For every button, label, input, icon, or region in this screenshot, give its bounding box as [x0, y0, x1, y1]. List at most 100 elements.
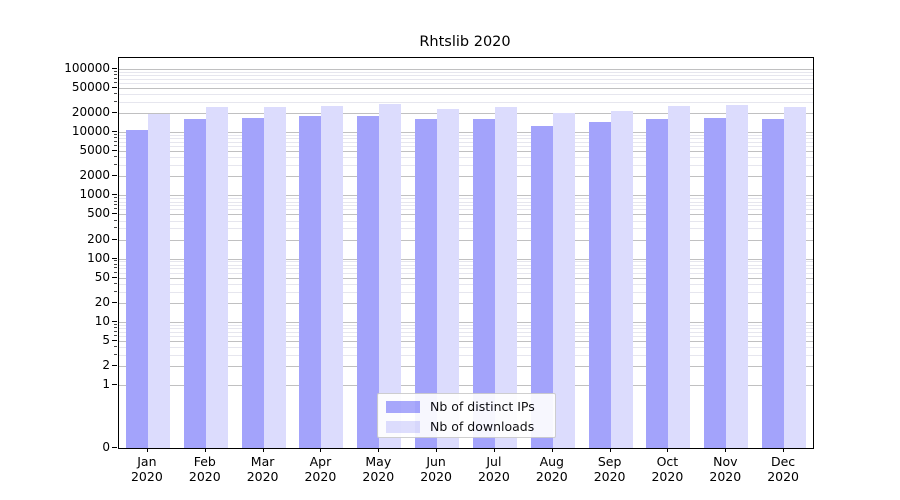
y-tick-mark	[112, 213, 117, 215]
gridline-minor	[119, 272, 813, 274]
x-tick-label-year: 2020	[420, 469, 452, 484]
y-tick-label: 10000	[71, 124, 110, 139]
gridline-minor	[119, 268, 813, 270]
legend-swatch-icon-downloads	[386, 421, 420, 433]
y-tick-mark-minor	[114, 219, 117, 221]
x-tick-label-year: 2020	[477, 469, 510, 484]
y-tick-mark-minor	[114, 334, 117, 336]
x-tick-label-month: Mar	[250, 454, 275, 469]
gridline-minor	[119, 346, 813, 348]
y-tick-label: 1000	[79, 187, 110, 202]
x-tick-label: Feb 2020	[189, 454, 221, 484]
x-tick-label-month: May	[365, 454, 392, 469]
gridline-major	[119, 321, 813, 323]
y-tick-mark-minor	[114, 326, 117, 328]
y-axis-ticks	[0, 57, 118, 448]
x-tick-mark	[609, 448, 611, 452]
bar-distinct-ips	[704, 117, 727, 448]
y-tick-label: 1	[102, 376, 110, 391]
x-tick-mark	[378, 448, 380, 452]
gridline-minor	[119, 198, 813, 200]
x-tick-label: Sep 2020	[594, 454, 626, 484]
gridline-major	[119, 302, 813, 304]
x-tick-label: Jun 2020	[420, 454, 452, 484]
gridline-major	[119, 214, 813, 216]
x-tick-label: May 2020	[362, 454, 394, 484]
gridline-minor	[119, 283, 813, 285]
gridline-minor	[119, 291, 813, 293]
y-tick-mark-minor	[114, 77, 117, 79]
gridline-minor	[119, 335, 813, 337]
bar-downloads	[610, 110, 633, 448]
x-tick-label-month: Jun	[426, 454, 446, 469]
bar-distinct-ips	[357, 116, 380, 448]
y-tick-label: 100000	[64, 61, 110, 76]
gridline-minor	[119, 331, 813, 333]
y-tick-mark-minor	[114, 164, 117, 166]
gridline-major	[119, 176, 813, 178]
x-tick-mark	[551, 448, 553, 452]
gridline-major	[119, 151, 813, 153]
y-tick-mark-minor	[114, 330, 117, 332]
bar-distinct-ips	[762, 119, 785, 448]
y-tick-label: 100	[87, 250, 110, 265]
gridline-minor	[119, 228, 813, 230]
bar-downloads	[205, 107, 228, 448]
x-tick-label-year: 2020	[767, 469, 799, 484]
y-tick-mark	[112, 339, 117, 341]
gridline-major	[119, 132, 813, 134]
y-tick-mark	[112, 301, 117, 303]
y-tick-mark-minor	[114, 323, 117, 325]
bar-distinct-ips	[588, 122, 611, 448]
gridline-major	[119, 365, 813, 367]
y-tick-label: 20000	[71, 105, 110, 120]
gridline-minor	[119, 205, 813, 207]
y-tick-mark-minor	[114, 134, 117, 136]
x-tick-label-year: 2020	[535, 469, 568, 484]
y-tick-label: 5	[102, 332, 110, 347]
bar-distinct-ips	[183, 119, 206, 448]
y-tick-mark-minor	[114, 282, 117, 284]
y-tick-mark	[112, 238, 117, 240]
bar-downloads	[263, 107, 286, 448]
y-tick-label: 50	[94, 269, 110, 284]
bar-distinct-ips	[530, 126, 553, 448]
y-tick-mark-minor	[114, 74, 117, 76]
y-tick-mark-minor	[114, 137, 117, 139]
y-tick-mark	[112, 364, 117, 366]
gridline-minor	[119, 72, 813, 73]
y-tick-label: 0	[102, 440, 110, 454]
y-tick-mark-minor	[114, 204, 117, 206]
x-tick-label-year: 2020	[593, 469, 626, 484]
y-tick-mark-minor	[114, 353, 117, 355]
gridline-minor	[119, 201, 813, 203]
bar-downloads	[784, 107, 807, 448]
y-tick-mark	[112, 276, 117, 278]
gridline-minor	[119, 165, 813, 167]
x-tick-mark	[725, 448, 727, 452]
x-tick-label-year: 2020	[188, 469, 221, 484]
y-tick-label: 10	[94, 313, 110, 328]
legend-label-downloads: Nb of downloads	[430, 419, 535, 434]
y-tick-label: 50000	[71, 80, 110, 95]
chart-title: Rhtslib 2020	[419, 34, 511, 50]
y-tick-mark	[112, 194, 117, 196]
gridline-minor	[119, 209, 813, 211]
x-tick-label: Jul 2020	[478, 454, 510, 484]
bar-distinct-ips	[241, 117, 264, 448]
y-tick-mark	[112, 87, 117, 89]
x-tick-label-year: 2020	[362, 469, 395, 484]
y-tick-mark	[112, 320, 117, 322]
gridline-minor	[119, 135, 813, 137]
bar-downloads	[552, 112, 575, 448]
x-tick-label-month: Oct	[656, 454, 679, 469]
y-tick-mark-minor	[114, 141, 117, 142]
x-tick-mark	[262, 448, 264, 452]
x-tick-label: Apr 2020	[304, 454, 336, 484]
x-tick-label: Aug 2020	[536, 454, 568, 484]
gridline-minor	[119, 354, 813, 356]
bar-downloads	[668, 106, 691, 448]
x-tick-label-month: Jul	[486, 454, 502, 469]
bar-distinct-ips	[646, 118, 669, 448]
x-tick-label-month: Apr	[309, 454, 332, 469]
